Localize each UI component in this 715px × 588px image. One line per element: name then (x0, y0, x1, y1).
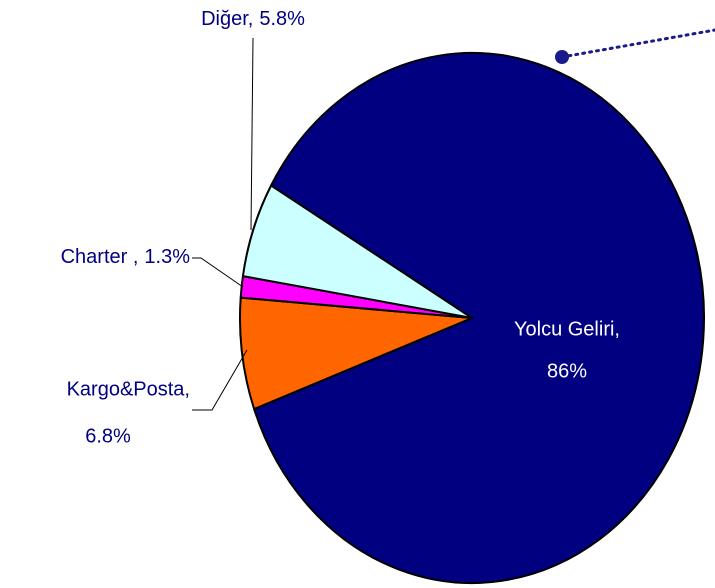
pie-slice (253, 52, 705, 584)
data-label-value: 1.3% (144, 246, 190, 268)
decor-dotted-line (560, 28, 715, 59)
leader-line (192, 257, 244, 288)
data-label-name: Kargo&Posta, (67, 378, 190, 400)
data-label-value: 86% (547, 360, 587, 382)
data-label-name: Charter , (61, 246, 139, 268)
pie (239, 52, 705, 584)
decor-dot (555, 50, 569, 64)
pie-slice (239, 296, 473, 411)
leader-line (192, 349, 248, 411)
data-label-value: 6.8% (85, 425, 131, 447)
leader-line (250, 37, 254, 231)
data-label-value: 5.8% (259, 8, 305, 30)
labels: Yolcu Geliri, 86% Kargo&Posta, 6.8% Charter … (61, 8, 620, 447)
pie-slice (241, 184, 473, 319)
data-label: Charter , 1.3% (61, 246, 191, 268)
data-label: Diğer, 5.8% (201, 8, 305, 30)
data-label-name: Yolcu Geliri, (514, 318, 620, 340)
data-label-name: Diğer, (201, 8, 253, 30)
